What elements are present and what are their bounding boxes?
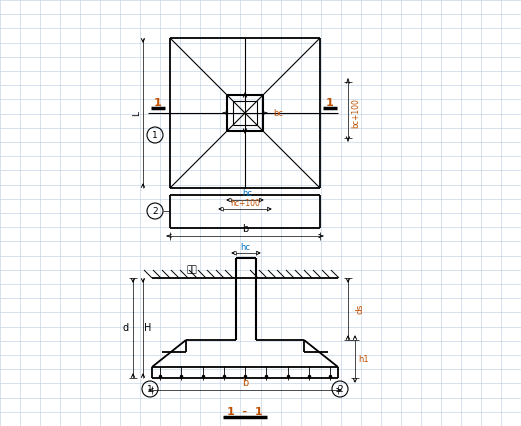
Text: 2: 2	[337, 385, 343, 394]
Text: bc: bc	[273, 109, 283, 118]
Text: L: L	[132, 110, 142, 115]
Text: hc: hc	[242, 190, 252, 199]
Text: b: b	[242, 224, 248, 234]
Text: hc+100: hc+100	[230, 199, 260, 207]
Text: hc: hc	[240, 244, 250, 253]
Text: h1: h1	[358, 354, 369, 363]
Text: 地面: 地面	[187, 265, 197, 274]
Text: d: d	[123, 323, 129, 333]
Text: 2: 2	[152, 207, 158, 216]
Text: bc+100: bc+100	[352, 98, 361, 128]
Text: 1: 1	[147, 385, 153, 394]
Text: 1: 1	[154, 98, 162, 108]
Text: 1: 1	[152, 130, 158, 139]
Text: b: b	[242, 378, 248, 388]
Text: 1  -  1: 1 - 1	[227, 407, 263, 417]
Text: ds: ds	[355, 304, 365, 314]
Text: H: H	[144, 323, 152, 333]
Text: 1: 1	[326, 98, 334, 108]
